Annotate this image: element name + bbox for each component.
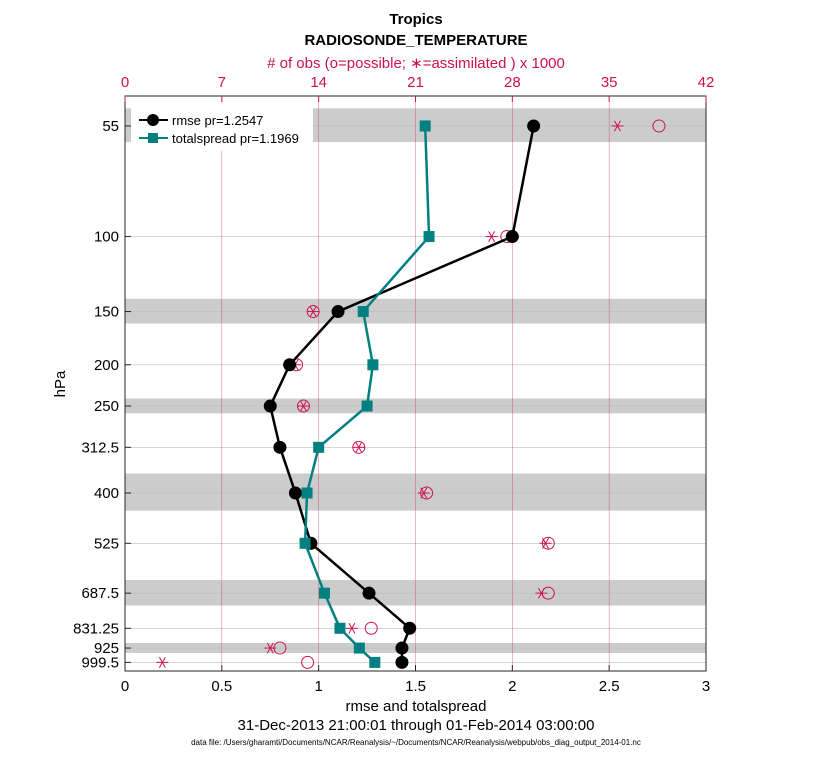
rmse-point <box>403 621 417 635</box>
top-tick-label: 0 <box>121 74 129 91</box>
totalspread-point <box>353 642 365 654</box>
y-tick-label: 999.5 <box>81 654 119 671</box>
obs-assimilated-marker <box>485 231 498 243</box>
legend: rmse pr=1.2547 totalspread pr=1.1969 <box>131 103 313 151</box>
top-tick-label: 35 <box>601 74 618 91</box>
obs-assimilated-marker <box>535 587 548 599</box>
asterisk-stroke <box>542 537 549 549</box>
asterisk-stroke <box>614 120 621 132</box>
obs-assimilated-marker <box>156 656 169 668</box>
totalspread-point <box>318 587 330 599</box>
y-tick-label: 687.5 <box>81 585 119 602</box>
asterisk-stroke <box>488 231 496 243</box>
series-lines <box>263 119 541 669</box>
rmse-point <box>505 230 519 244</box>
y-tick-label: 150 <box>94 304 119 321</box>
obs-possible-marker <box>364 621 378 635</box>
legend-rmse-label: rmse pr=1.2547 <box>172 113 263 128</box>
obs-assimilated-marker <box>539 537 552 549</box>
date-range: 31-Dec-2013 21:00:01 through 01-Feb-2014… <box>238 717 595 734</box>
totalspread-point <box>367 359 379 371</box>
asterisk-stroke <box>537 587 545 599</box>
totalspread-point <box>313 441 325 453</box>
x-axis-label: rmse and totalspread <box>346 698 487 715</box>
y-tick-label: 400 <box>94 485 119 502</box>
y-tick-label: 55 <box>102 118 119 135</box>
x-tick-label: 3 <box>702 678 710 695</box>
totalspread-point <box>423 231 435 243</box>
rmse-point <box>331 305 345 319</box>
asterisk-stroke <box>348 622 356 634</box>
obs-assimilated-marker <box>297 400 310 412</box>
asterisk-stroke <box>300 400 307 412</box>
asterisk-stroke <box>309 306 317 318</box>
totalspread-point <box>299 537 311 549</box>
totalspread-point <box>419 120 431 132</box>
obs-assimilated-marker <box>417 487 430 499</box>
legend-rmse-marker <box>147 114 159 126</box>
x-tick-label: 2.5 <box>599 678 620 695</box>
grid-lines <box>125 96 706 671</box>
x-tick-label: 0.5 <box>211 678 232 695</box>
data-file-note: data file: /Users/gharamti/Documents/NCA… <box>191 738 641 747</box>
top-tick-label: 7 <box>218 74 226 91</box>
y-tick-label: 250 <box>94 398 119 415</box>
top-tick-label: 28 <box>504 74 521 91</box>
chart-title: Tropics <box>389 11 442 28</box>
rmse-point <box>395 655 409 669</box>
totalspread-point <box>357 306 369 318</box>
obs-possible-marker <box>652 119 666 133</box>
chart-subtitle: RADIOSONDE_TEMPERATURE <box>304 32 527 49</box>
obs-markers <box>156 119 666 669</box>
asterisk-stroke <box>355 441 363 453</box>
obs-assimilated-marker <box>352 441 365 453</box>
totalspread-point <box>301 487 313 499</box>
axis-ticks: 07142128354200.511.522.538.5255510015020… <box>73 74 715 695</box>
rmse-point <box>273 440 287 454</box>
y-tick-label: 925 <box>94 640 119 657</box>
y-tick-label: 831.25 <box>73 620 119 637</box>
rmse-point <box>527 119 541 133</box>
top-tick-label: 14 <box>310 74 327 91</box>
x-tick-label: 1 <box>314 678 322 695</box>
asterisk-stroke <box>158 656 166 668</box>
obs-assimilated-marker <box>264 642 277 654</box>
top-tick-label: 21 <box>407 74 424 91</box>
obs-assimilated-marker <box>345 622 358 634</box>
rmse-point <box>283 358 297 372</box>
obs-assimilated-marker <box>307 306 320 318</box>
rmse-point <box>263 399 277 413</box>
y-tick-label: 100 <box>94 229 119 246</box>
asterisk-stroke <box>420 487 428 499</box>
x-tick-label: 1.5 <box>405 678 426 695</box>
rmse-point <box>395 641 409 655</box>
y-tick-label: 312.5 <box>81 439 119 456</box>
obs-possible-marker <box>301 655 315 669</box>
totalspread-point <box>369 656 381 668</box>
obs-assimilated-marker <box>611 120 624 132</box>
y-tick-label: 200 <box>94 357 119 374</box>
totalspread-point <box>334 622 346 634</box>
rmse-point <box>362 586 376 600</box>
x-tick-label: 2 <box>508 678 516 695</box>
legend-spread-label: totalspread pr=1.1969 <box>172 131 299 146</box>
rmse-point <box>288 486 302 500</box>
legend-spread-marker <box>148 133 158 143</box>
y-axis-label: hPa <box>52 370 69 397</box>
y-tick-label: 525 <box>94 535 119 552</box>
x-tick-label: 0 <box>121 678 129 695</box>
top-axis-label: # of obs (o=possible; ∗=assimilated ) x … <box>267 55 565 72</box>
top-tick-label: 42 <box>698 74 715 91</box>
asterisk-stroke <box>266 642 274 654</box>
totalspread-point <box>361 400 373 412</box>
legend-box <box>131 103 313 151</box>
